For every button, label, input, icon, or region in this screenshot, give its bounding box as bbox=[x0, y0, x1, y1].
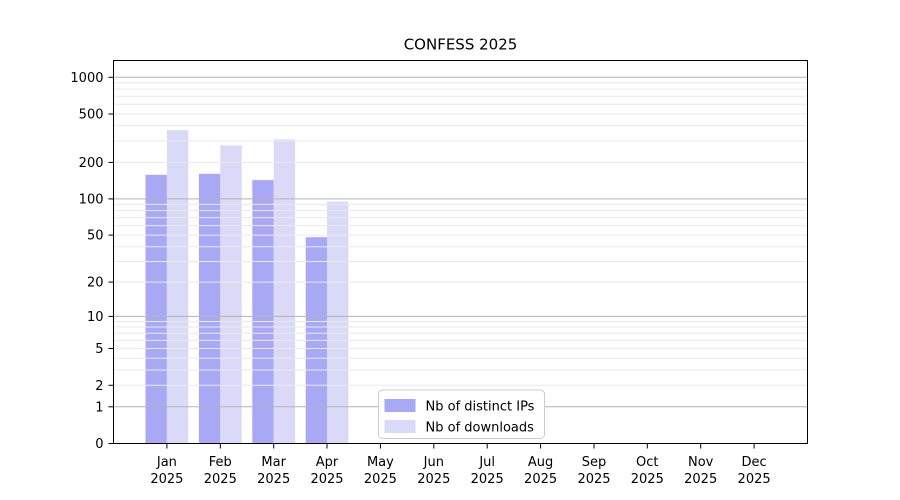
y-tick-label-0: 0 bbox=[95, 437, 103, 452]
y-tick-label-2: 2 bbox=[95, 379, 103, 394]
x-tick-label-feb: Feb 2025 bbox=[204, 455, 237, 487]
legend-box bbox=[378, 389, 545, 439]
x-tick-label-sep: Sep 2025 bbox=[577, 455, 610, 487]
x-tick-label-jun: Jun 2025 bbox=[417, 455, 450, 487]
major-gridlines bbox=[113, 76, 808, 408]
x-tick-label-mar: Mar 2025 bbox=[257, 455, 290, 487]
bar-feb-distinct-ips bbox=[198, 173, 221, 444]
x-axis: Jan 2025 Feb 2025 Mar 2025 Apr 2025 May 2025 Jun 20… bbox=[150, 443, 771, 487]
y-tick-label-10: 10 bbox=[87, 310, 104, 325]
legend-label-downloads: Nb of downloads bbox=[426, 420, 535, 435]
minor-gridlines bbox=[113, 82, 808, 386]
bar-jan-downloads bbox=[166, 130, 189, 444]
legend: Nb of distinct IPs Nb of downloads bbox=[378, 389, 545, 439]
y-tick-label-5: 5 bbox=[95, 342, 103, 357]
y-axis: 0 1 2 5 10 20 50 100 200 500 1000 bbox=[70, 71, 114, 452]
x-tick-label-may: May 2025 bbox=[364, 455, 397, 487]
x-tick-label-nov: Nov 2025 bbox=[684, 455, 717, 487]
bar-jan-distinct-ips bbox=[145, 174, 167, 444]
plot-border bbox=[113, 60, 808, 444]
bar-feb-downloads bbox=[220, 145, 242, 444]
legend-label-distinct-ips: Nb of distinct IPs bbox=[426, 399, 535, 414]
bar-mar-distinct-ips bbox=[252, 180, 274, 444]
y-tick-label-500: 500 bbox=[79, 108, 104, 123]
legend-swatch-downloads bbox=[384, 420, 416, 433]
x-tick-label-aug: Aug 2025 bbox=[524, 455, 557, 487]
y-tick-label-100: 100 bbox=[79, 192, 104, 207]
bar-apr-downloads bbox=[327, 201, 349, 444]
y-tick-label-200: 200 bbox=[79, 156, 104, 171]
y-tick-label-50: 50 bbox=[87, 229, 104, 244]
x-tick-label-jul: Jul 2025 bbox=[471, 455, 504, 487]
x-tick-label-apr: Apr 2025 bbox=[310, 455, 343, 487]
chart-title: CONFESS 2025 bbox=[404, 36, 518, 54]
y-tick-label-20: 20 bbox=[87, 276, 104, 291]
bar-mar-downloads bbox=[273, 139, 296, 444]
y-tick-label-1000: 1000 bbox=[70, 71, 103, 86]
y-tick-label-1: 1 bbox=[95, 400, 103, 415]
x-tick-label-jan: Jan 2025 bbox=[150, 455, 183, 487]
bars-layer bbox=[145, 130, 349, 444]
x-tick-label-dec: Dec 2025 bbox=[738, 455, 771, 487]
legend-swatch-distinct-ips bbox=[384, 399, 416, 412]
x-tick-label-oct: Oct 2025 bbox=[631, 455, 664, 487]
